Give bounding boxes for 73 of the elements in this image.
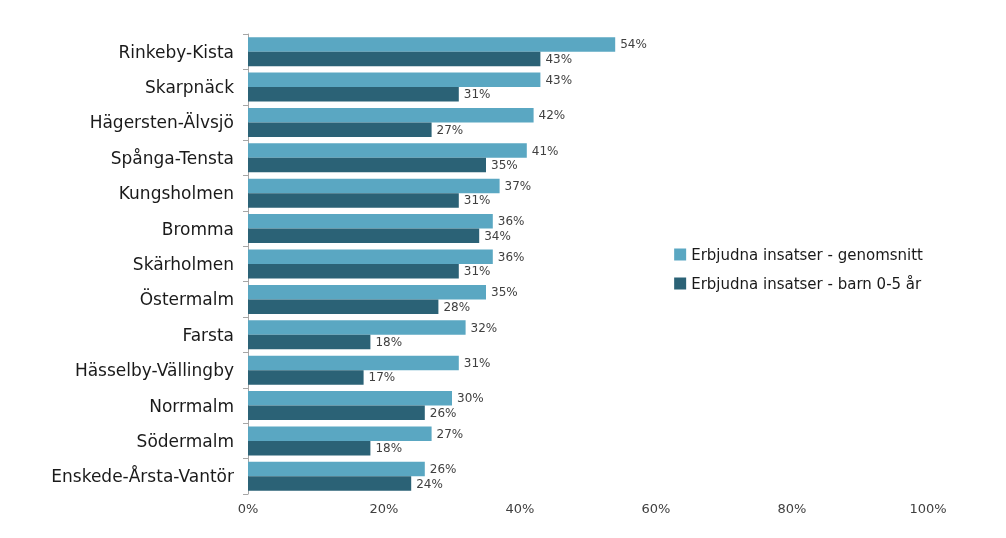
bar [248, 284, 486, 300]
bar [248, 461, 425, 477]
bar [248, 370, 364, 385]
y-tick-label: Östermalm [139, 288, 234, 310]
data-label: 24% [416, 476, 443, 491]
x-tick-label: 40% [505, 501, 535, 516]
bar [248, 320, 466, 335]
y-tick-label: Norrmalm [149, 395, 234, 416]
bar [248, 264, 459, 279]
data-label: 34% [484, 228, 511, 243]
data-label: 35% [491, 158, 518, 173]
bar [248, 143, 527, 158]
bar [248, 37, 616, 52]
data-label: 32% [470, 320, 498, 335]
data-label: 31% [463, 193, 491, 208]
data-label: 42% [538, 108, 566, 123]
data-label: 35% [491, 285, 518, 300]
data-label: 41% [531, 143, 559, 158]
bar [248, 178, 500, 194]
bar [248, 157, 486, 173]
y-tick-label: Södermalm [136, 430, 234, 451]
data-label: 18% [375, 335, 403, 350]
bar [248, 440, 371, 456]
data-label: 30% [457, 391, 484, 406]
data-label: 31% [463, 87, 491, 102]
data-label: 54% [620, 37, 647, 52]
data-label: 43% [545, 51, 573, 66]
y-tick-label: Farsta [182, 324, 234, 345]
data-label: 36% [497, 214, 525, 229]
data-label: 36% [497, 249, 525, 264]
y-tick-label: Enskede-Årsta-Vantör [51, 465, 234, 487]
y-tick-label: Hässelby-Vällingby [74, 360, 234, 381]
data-label: 26% [429, 405, 457, 420]
y-tick-label: Rinkeby-Kista [118, 41, 234, 62]
y-tick-label: Hägersten-Älvsjö [89, 112, 234, 133]
data-label: 17% [368, 370, 396, 385]
y-tick-label: Spånga-Tensta [110, 147, 234, 168]
y-tick-label: Skärholmen [132, 254, 234, 274]
x-tick-label: 0% [237, 501, 259, 516]
y-tick-label: Skarpnäck [145, 77, 235, 98]
bar [248, 405, 425, 421]
x-tick-label: 100% [909, 501, 947, 516]
bar [248, 228, 480, 244]
data-label: 28% [443, 299, 471, 314]
x-tick-label: 80% [777, 501, 807, 516]
bar [248, 122, 432, 137]
bar [248, 249, 493, 264]
bar [248, 334, 371, 350]
data-label: 27% [436, 426, 464, 441]
bar [248, 214, 493, 229]
x-tick-label: 20% [369, 501, 399, 516]
y-tick-label: Kungsholmen [118, 183, 234, 204]
bar [248, 355, 459, 371]
data-label: 26% [429, 462, 457, 477]
legend-label: Erbjudna insatser - genomsnitt [691, 245, 924, 264]
bar [248, 107, 534, 123]
bar [248, 299, 439, 314]
bar [248, 193, 459, 208]
bar [248, 391, 452, 406]
legend-label: Erbjudna insatser - barn 0-5 år [691, 274, 923, 293]
data-label: 37% [504, 178, 532, 193]
x-tick-label: 60% [641, 501, 671, 516]
bar [248, 426, 432, 441]
bar [248, 72, 541, 88]
y-tick-label: Bromma [161, 218, 234, 239]
data-label: 31% [463, 264, 491, 279]
bar [248, 87, 459, 102]
bar [248, 51, 541, 67]
data-label: 27% [436, 122, 464, 137]
data-label: 31% [463, 355, 491, 370]
bar [248, 476, 412, 491]
data-label: 43% [545, 72, 573, 87]
data-label: 18% [375, 441, 403, 456]
